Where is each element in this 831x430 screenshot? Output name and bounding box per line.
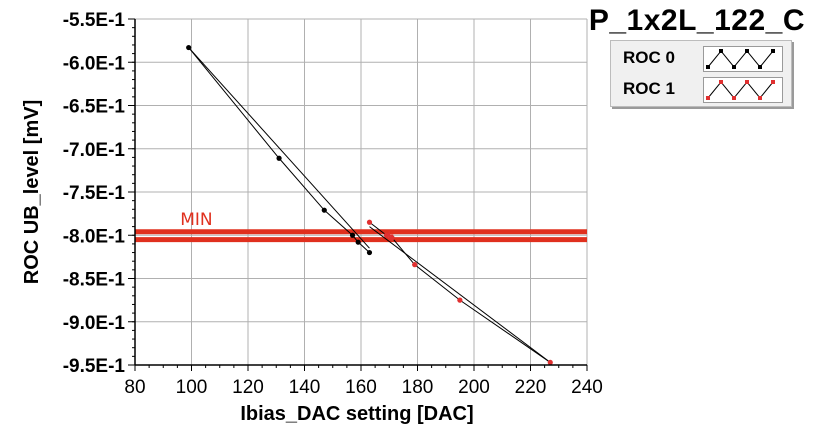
legend-marker [745,49,749,53]
legend-label: ROC 1 [623,79,675,98]
data-point [389,235,395,241]
x-tick-label: 120 [232,377,264,398]
y-tick-label: -5.5E-1 [63,10,126,31]
threshold-label: MIN [180,210,212,230]
x-tick-label: 240 [571,377,603,398]
legend-marker [771,80,775,84]
data-point [547,359,553,366]
x-tick-label: 160 [345,377,377,398]
legend-marker [758,65,762,69]
chart-grid [134,18,588,366]
data-point [276,155,282,161]
chart-title: P_1x2L_122_C [588,4,805,37]
legend-marker [706,65,710,69]
y-tick-label: -9.5E-1 [63,356,126,377]
x-tick-label: 80 [124,377,145,398]
y-tick-label: -6.5E-1 [63,97,126,118]
x-tick-label: 140 [289,377,321,398]
y-tick-label: -7.0E-1 [63,140,126,161]
x-tick-label: 180 [402,377,434,398]
legend-line [707,50,774,68]
data-point [366,249,373,256]
legend-marker [771,49,775,53]
x-tick-label: 220 [515,377,547,398]
legend-marker [706,96,710,100]
y-tick-label: -9.0E-1 [63,313,126,334]
legend-swatch-roc1 [703,77,783,103]
legend-item-roc0[interactable]: ROC 0 [617,44,787,72]
data-point [366,219,373,225]
legend-label: ROC 0 [623,48,675,67]
data-point [321,207,327,213]
legend-series-icon [706,80,775,100]
x-tick-label: 100 [176,377,208,398]
legend-item-roc1[interactable]: ROC 1 [617,75,787,103]
y-tick-label: -8.0E-1 [63,226,126,247]
threshold-band: MIN [135,210,587,243]
y-tick-label: -7.5E-1 [63,183,126,204]
chart-series [186,44,553,366]
y-tick-label: -8.5E-1 [63,270,126,291]
series-line [369,221,551,363]
series-fit-line [188,47,370,249]
legend-marker [758,96,762,100]
data-point [457,297,463,303]
legend-marker [719,49,723,53]
legend-series-icon [706,49,775,69]
legend-marker [732,96,736,100]
data-point [186,44,192,51]
legend-line [707,81,774,99]
chart-axes: 80 100 120 140 160 180 200 220 240 -5.5E-1 -6.0E-1… [63,10,603,398]
series-fit-line [369,226,551,363]
data-point [355,239,361,245]
legend: ROC 0 ROC 1 [610,40,792,107]
x-tick-label: 200 [458,377,490,398]
legend-swatch-roc0 [703,46,783,72]
x-axis-label: Ibias_DAC setting [DAC] [240,403,473,425]
y-tick-label: -6.0E-1 [63,53,126,74]
data-point [412,262,418,268]
legend-marker [732,65,736,69]
data-point [349,232,356,238]
legend-marker [719,80,723,84]
y-axis-label: ROC UB_level [mV] [21,100,43,285]
legend-marker [745,80,749,84]
